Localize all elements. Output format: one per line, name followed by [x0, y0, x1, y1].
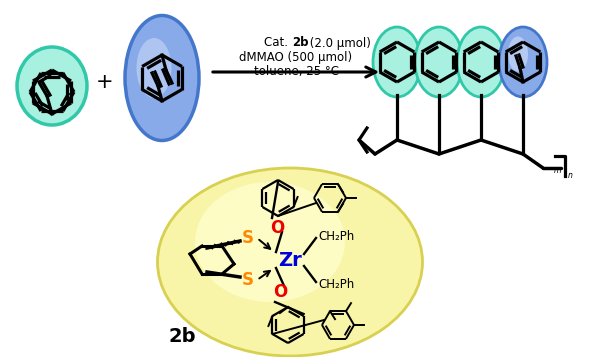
- Text: toluene, 25 °C: toluene, 25 °C: [253, 65, 338, 77]
- Text: Cat.: Cat.: [264, 36, 292, 50]
- Text: 2b: 2b: [292, 36, 308, 50]
- Text: $_n$: $_n$: [567, 171, 574, 181]
- Ellipse shape: [499, 27, 547, 97]
- Ellipse shape: [457, 27, 505, 97]
- Ellipse shape: [17, 47, 87, 125]
- Ellipse shape: [373, 27, 421, 97]
- Ellipse shape: [125, 15, 199, 141]
- Ellipse shape: [415, 27, 463, 97]
- Ellipse shape: [195, 182, 345, 302]
- Text: CH₂Ph: CH₂Ph: [318, 230, 354, 242]
- Text: S: S: [242, 229, 254, 247]
- Text: Zr: Zr: [278, 251, 302, 270]
- Text: dMMAO (500 μmol): dMMAO (500 μmol): [240, 50, 353, 64]
- Text: +: +: [96, 72, 114, 92]
- Text: O: O: [270, 219, 284, 237]
- Text: 2b: 2b: [168, 327, 196, 346]
- Ellipse shape: [137, 38, 172, 98]
- Text: S: S: [242, 271, 254, 289]
- Text: (2.0 μmol): (2.0 μmol): [306, 36, 371, 50]
- Text: O: O: [273, 283, 287, 301]
- Text: CH₂Ph: CH₂Ph: [318, 277, 354, 291]
- Ellipse shape: [508, 36, 528, 71]
- Text: $_m$: $_m$: [553, 166, 562, 176]
- Ellipse shape: [158, 168, 423, 356]
